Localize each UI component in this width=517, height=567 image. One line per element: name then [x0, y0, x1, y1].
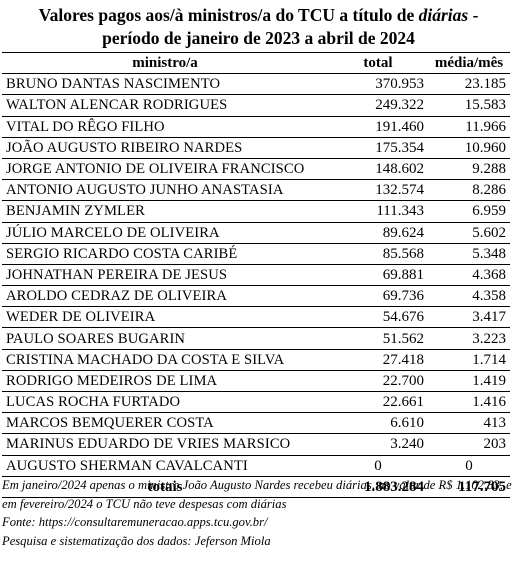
row-name: AUGUSTO SHERMAN CAVALCANTI [2, 455, 328, 477]
row-total: 22.661 [328, 391, 428, 414]
row-media: 15.583 [428, 94, 510, 117]
row-media: 9.288 [428, 158, 510, 181]
row-total: 370.953 [328, 73, 428, 96]
row-media: 5.348 [428, 243, 510, 265]
footnote-credit: Pesquisa e sistematização dos dados: Jef… [2, 533, 271, 548]
row-media: 413 [428, 412, 510, 435]
row-total: 132.574 [328, 179, 428, 202]
row-total: 111.343 [328, 200, 428, 223]
totals-total: 1.883.284 [328, 476, 428, 498]
row-media: 3.417 [428, 306, 510, 329]
row-name: JORGE ANTONIO DE OLIVEIRA FRANCISCO [2, 158, 328, 181]
table-row: AROLDO CEDRAZ DE OLIVEIRA 69.736 4.358 [2, 285, 510, 308]
row-total: 85.568 [328, 243, 428, 265]
title-line-1-italic: diárias [418, 5, 469, 25]
row-total: 69.736 [328, 285, 428, 308]
table-row: JÚLIO MARCELO DE OLIVEIRA 89.624 5.602 [2, 222, 510, 244]
row-total: 54.676 [328, 306, 428, 329]
payments-table: ministro/a total média/mês BRUNO DANTAS … [2, 51, 510, 498]
table-row: SERGIO RICARDO COSTA CARIBÉ 85.568 5.348 [2, 243, 510, 265]
table-header-row: ministro/a total média/mês [2, 51, 510, 75]
table-row: RODRIGO MEDEIROS DE LIMA 22.700 1.419 [2, 370, 510, 393]
row-media: 1.714 [428, 349, 510, 371]
title-line-1-prefix: Valores pagos aos/à ministros/a do TCU a… [38, 5, 415, 25]
row-name: WEDER DE OLIVEIRA [2, 306, 328, 329]
row-media: 3.223 [428, 327, 510, 350]
row-name: AROLDO CEDRAZ DE OLIVEIRA [2, 285, 328, 308]
row-name: JÚLIO MARCELO DE OLIVEIRA [2, 222, 328, 244]
table-row: CRISTINA MACHADO DA COSTA E SILVA 27.418 1… [2, 349, 510, 371]
row-media: 23.185 [428, 73, 510, 96]
totals-media: 117.705 [428, 476, 510, 498]
row-total: 148.602 [328, 158, 428, 181]
row-total: 69.881 [328, 264, 428, 287]
row-total: 22.700 [328, 370, 428, 393]
row-name: MARINUS EDUARDO DE VRIES MARSICO [2, 433, 328, 456]
row-name: BRUNO DANTAS NASCIMENTO [2, 73, 328, 96]
row-name: PAULO SOARES BUGARIN [2, 327, 328, 350]
table-row: JORGE ANTONIO DE OLIVEIRA FRANCISCO 148.6… [2, 158, 510, 181]
row-media: 5.602 [428, 222, 510, 244]
totals-label: totais [2, 476, 328, 498]
table-body: BRUNO DANTAS NASCIMENTO 370.953 23.185 WALT… [2, 73, 510, 477]
row-name: VITAL DO RÊGO FILHO [2, 116, 328, 138]
title-line-1-suffix: - [468, 5, 479, 25]
table-row: WALTON ALENCAR RODRIGUES 249.322 15.583 [2, 94, 510, 117]
row-name: RODRIGO MEDEIROS DE LIMA [2, 370, 328, 393]
row-name: WALTON ALENCAR RODRIGUES [2, 94, 328, 117]
table-row: BRUNO DANTAS NASCIMENTO 370.953 23.185 [2, 73, 510, 96]
table-row: PAULO SOARES BUGARIN 51.562 3.223 [2, 327, 510, 350]
row-name: JOHNATHAN PEREIRA DE JESUS [2, 264, 328, 287]
table-title: Valores pagos aos/à ministros/a do TCU a… [0, 4, 517, 50]
header-media: média/mês [428, 51, 510, 75]
row-media: 10.960 [428, 137, 510, 159]
header-total: total [328, 51, 428, 75]
row-name: LUCAS ROCHA FURTADO [2, 391, 328, 414]
row-media: 0 [428, 455, 510, 477]
row-total: 27.418 [328, 349, 428, 371]
row-name: ANTONIO AUGUSTO JUNHO ANASTASIA [2, 179, 328, 202]
row-media: 203 [428, 433, 510, 456]
row-name: SERGIO RICARDO COSTA CARIBÉ [2, 243, 328, 265]
row-total: 191.460 [328, 116, 428, 138]
title-line-1: Valores pagos aos/à ministros/a do TCU a… [0, 4, 517, 27]
table-row: AUGUSTO SHERMAN CAVALCANTI 0 0 [2, 455, 510, 477]
row-media: 1.419 [428, 370, 510, 393]
footnote-note: Em janeiro/2024 apenas o ministro João A… [2, 478, 512, 511]
row-media: 4.368 [428, 264, 510, 287]
row-name: BENJAMIN ZYMLER [2, 200, 328, 223]
row-media: 8.286 [428, 179, 510, 202]
row-name: CRISTINA MACHADO DA COSTA E SILVA [2, 349, 328, 371]
row-media: 11.966 [428, 116, 510, 138]
row-name: MARCOS BEMQUERER COSTA [2, 412, 328, 435]
row-media: 4.358 [428, 285, 510, 308]
table-row: MARINUS EDUARDO DE VRIES MARSICO 3.240 203 [2, 433, 510, 456]
table-row: WEDER DE OLIVEIRA 54.676 3.417 [2, 306, 510, 329]
row-total: 6.610 [328, 412, 428, 435]
row-total: 51.562 [328, 327, 428, 350]
totals-row: totais 1.883.284 117.705 [2, 476, 510, 498]
row-total: 3.240 [328, 433, 428, 456]
header-name: ministro/a [2, 51, 328, 75]
table-row: ANTONIO AUGUSTO JUNHO ANASTASIA 132.574 8.… [2, 179, 510, 202]
footnote-source: Fonte: https://consultaremuneracao.apps.… [2, 515, 268, 530]
table-row: JOHNATHAN PEREIRA DE JESUS 69.881 4.368 [2, 264, 510, 287]
footnotes: Em janeiro/2024 apenas o ministro João A… [2, 476, 514, 550]
table-row: BENJAMIN ZYMLER 111.343 6.959 [2, 200, 510, 223]
title-line-2: período de janeiro de 2023 a abril de 20… [102, 28, 415, 48]
row-media: 6.959 [428, 200, 510, 223]
row-total: 249.322 [328, 94, 428, 117]
table-row: LUCAS ROCHA FURTADO 22.661 1.416 [2, 391, 510, 414]
row-total: 0 [328, 455, 428, 477]
table-row: JOÃO AUGUSTO RIBEIRO NARDES 175.354 10.960 [2, 137, 510, 159]
table-row: VITAL DO RÊGO FILHO 191.460 11.966 [2, 116, 510, 138]
row-name: JOÃO AUGUSTO RIBEIRO NARDES [2, 137, 328, 159]
row-total: 175.354 [328, 137, 428, 159]
table-row: MARCOS BEMQUERER COSTA 6.610 413 [2, 412, 510, 435]
row-total: 89.624 [328, 222, 428, 244]
row-media: 1.416 [428, 391, 510, 414]
